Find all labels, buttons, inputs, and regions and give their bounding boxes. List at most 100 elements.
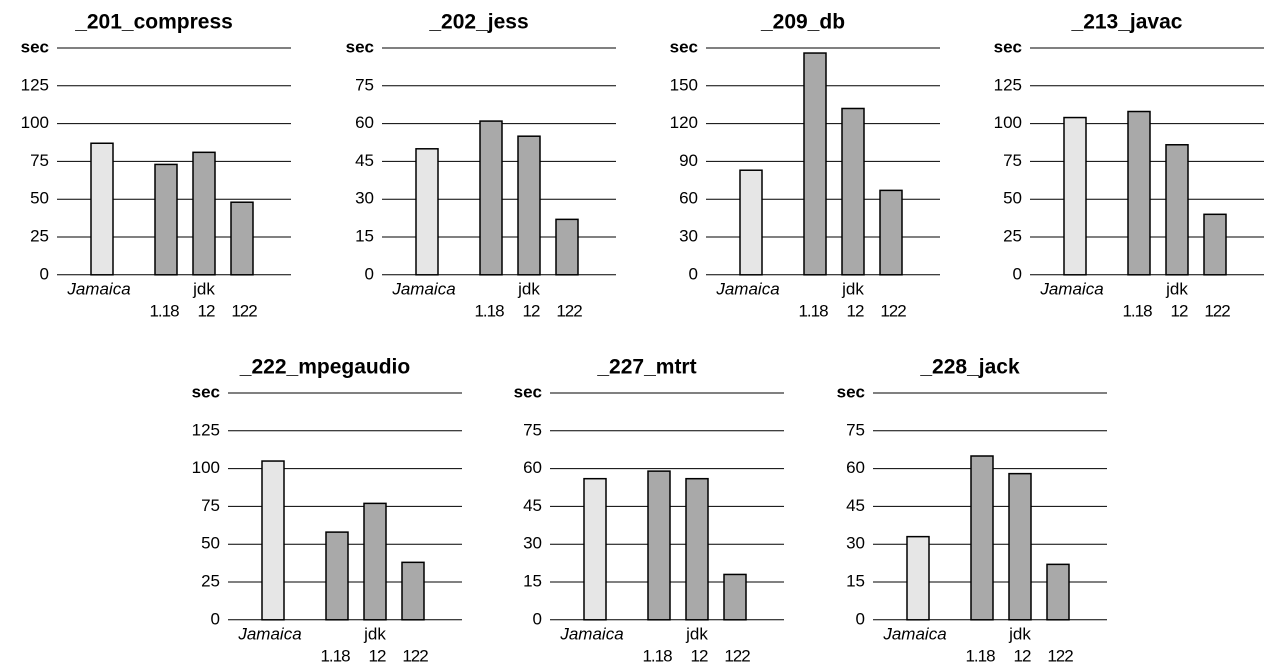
y-tick-label: 30 xyxy=(523,534,542,553)
bar xyxy=(363,502,387,621)
x-tick-label: 1.18 xyxy=(320,646,350,665)
y-tick-label: 75 xyxy=(1003,151,1022,170)
bar xyxy=(803,52,827,276)
bar xyxy=(192,151,216,276)
x-tick-label: 122 xyxy=(1204,301,1230,320)
x-tick-label: 1.18 xyxy=(474,301,504,320)
y-tick-label: 0 xyxy=(533,609,542,628)
y-tick-label: 60 xyxy=(523,458,542,477)
bar xyxy=(1046,563,1070,621)
chart-title: _222_mpegaudio xyxy=(239,356,410,379)
x-tick-label: 122 xyxy=(1047,646,1073,665)
y-tick-label: 25 xyxy=(30,226,49,245)
y-tick-label: 125 xyxy=(994,75,1022,94)
y-tick-label: 45 xyxy=(355,151,374,170)
y-axis-label: sec xyxy=(346,37,374,56)
y-axis-label: sec xyxy=(192,382,220,401)
x-tick-label: 12 xyxy=(847,301,864,320)
y-tick-label: 30 xyxy=(679,226,698,245)
chart-title: _209_db xyxy=(760,11,845,34)
x-tick-label: 12 xyxy=(1171,301,1188,320)
y-tick-label: 45 xyxy=(846,496,865,515)
y-tick-label: 75 xyxy=(30,151,49,170)
bar xyxy=(479,120,503,276)
chart-title: _213_javac xyxy=(1071,11,1183,34)
bar xyxy=(401,561,425,621)
x-tick-label: 12 xyxy=(523,301,540,320)
y-tick-label: 60 xyxy=(355,113,374,132)
bar xyxy=(555,218,579,276)
bar xyxy=(841,107,865,276)
y-tick-label: 75 xyxy=(846,420,865,439)
group-label: jdk xyxy=(1165,279,1188,298)
x-tick-label: 122 xyxy=(556,301,582,320)
y-tick-label: 150 xyxy=(670,75,698,94)
chart-title: _228_jack xyxy=(919,356,1020,379)
group-label: jdk xyxy=(841,279,864,298)
x-tick-label: 1.18 xyxy=(798,301,828,320)
bar xyxy=(723,573,747,621)
bar xyxy=(583,477,607,621)
bar xyxy=(970,455,994,621)
y-tick-label: 0 xyxy=(689,264,698,283)
y-tick-label: 50 xyxy=(1003,189,1022,208)
bar xyxy=(261,460,285,621)
group-label: jdk xyxy=(685,624,708,643)
x-tick-label: 1.18 xyxy=(965,646,995,665)
x-tick-label: 122 xyxy=(880,301,906,320)
bar xyxy=(879,189,903,276)
y-tick-label: 90 xyxy=(679,151,698,170)
y-tick-label: 15 xyxy=(846,571,865,590)
y-tick-label: 75 xyxy=(355,75,374,94)
y-axis-label: sec xyxy=(837,382,865,401)
x-tick-label: 1.18 xyxy=(642,646,672,665)
x-tick-label: Jamaica xyxy=(237,624,301,643)
bar xyxy=(906,535,930,621)
bar xyxy=(415,148,439,276)
chart-title: _227_mtrt xyxy=(596,356,696,379)
y-tick-label: 15 xyxy=(523,571,542,590)
bar xyxy=(685,477,709,621)
bar xyxy=(90,142,114,276)
bar xyxy=(739,169,763,276)
chart-title: _202_jess xyxy=(428,11,528,34)
y-tick-label: 60 xyxy=(679,189,698,208)
y-tick-label: 120 xyxy=(670,113,698,132)
bar xyxy=(230,201,254,276)
y-tick-label: 30 xyxy=(355,189,374,208)
bar xyxy=(1127,110,1151,276)
x-tick-label: 12 xyxy=(198,301,215,320)
y-tick-label: 60 xyxy=(846,458,865,477)
bar xyxy=(154,163,178,276)
x-tick-label: 122 xyxy=(231,301,257,320)
group-label: jdk xyxy=(1008,624,1031,643)
y-tick-label: 0 xyxy=(40,264,49,283)
x-tick-label: Jamaica xyxy=(66,279,130,298)
y-tick-label: 100 xyxy=(21,113,49,132)
x-tick-label: Jamaica xyxy=(882,624,946,643)
group-label: jdk xyxy=(517,279,540,298)
y-tick-label: 50 xyxy=(30,189,49,208)
y-axis-label: sec xyxy=(21,37,49,56)
x-tick-label: 122 xyxy=(402,646,428,665)
y-tick-label: 15 xyxy=(355,226,374,245)
x-tick-label: Jamaica xyxy=(1039,279,1103,298)
x-tick-label: Jamaica xyxy=(715,279,779,298)
y-tick-label: 25 xyxy=(1003,226,1022,245)
y-tick-label: 0 xyxy=(856,609,865,628)
y-axis-label: sec xyxy=(514,382,542,401)
y-tick-label: 45 xyxy=(523,496,542,515)
bar xyxy=(1063,116,1087,276)
bar xyxy=(517,135,541,276)
bar xyxy=(325,531,349,621)
y-axis-label: sec xyxy=(670,37,698,56)
y-tick-label: 125 xyxy=(192,420,220,439)
y-tick-label: 0 xyxy=(365,264,374,283)
x-tick-label: 1.18 xyxy=(149,301,179,320)
y-axis-label: sec xyxy=(994,37,1022,56)
x-tick-label: 122 xyxy=(724,646,750,665)
bar xyxy=(647,470,671,621)
x-tick-label: 12 xyxy=(369,646,386,665)
chart-title: _201_compress xyxy=(74,11,233,34)
